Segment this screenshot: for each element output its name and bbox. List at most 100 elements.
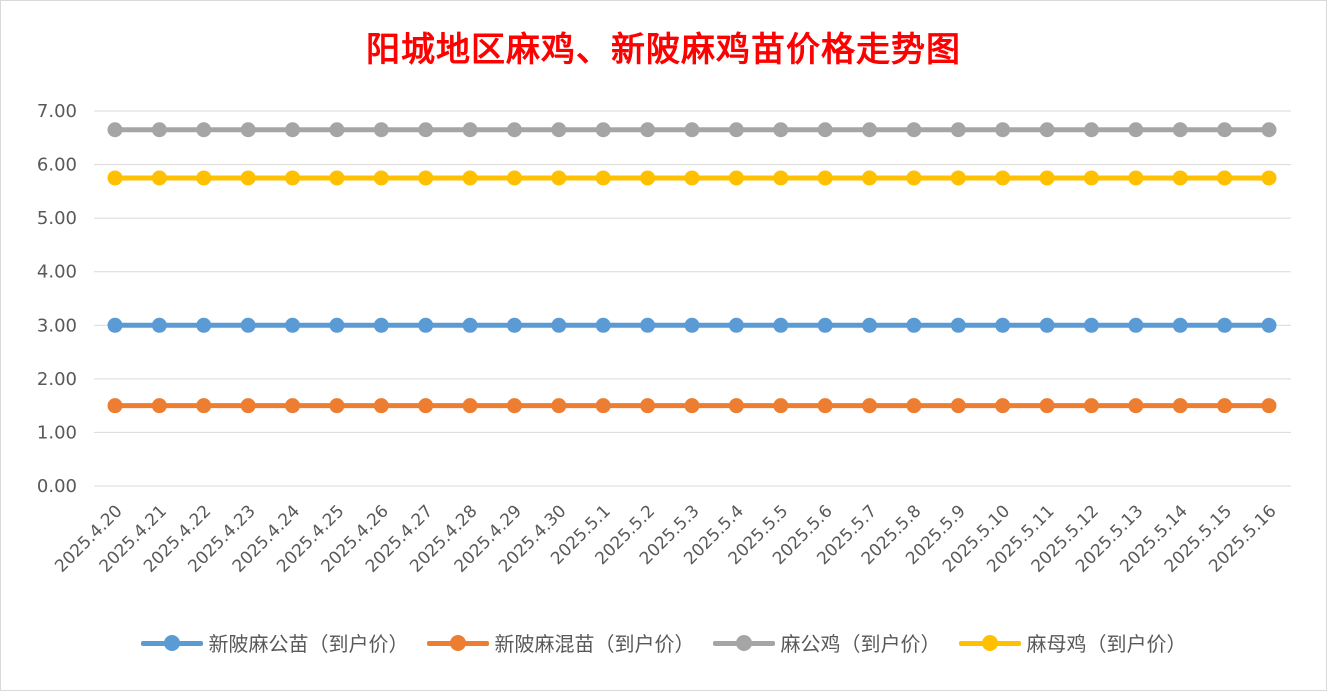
data-point xyxy=(1172,170,1188,186)
data-point xyxy=(1172,398,1188,414)
data-point xyxy=(1217,317,1233,333)
series-layer xyxy=(107,122,1277,414)
data-point xyxy=(1217,122,1233,138)
data-point xyxy=(862,170,878,186)
data-point xyxy=(684,170,700,186)
gridlines xyxy=(94,110,1291,487)
data-point xyxy=(329,398,345,414)
y-tick-label: 6.00 xyxy=(37,155,77,176)
data-point xyxy=(1083,398,1099,414)
data-point xyxy=(1128,170,1144,186)
data-point xyxy=(1083,317,1099,333)
data-point xyxy=(862,398,878,414)
data-point xyxy=(640,122,656,138)
data-point xyxy=(151,122,167,138)
chart-title: 阳城地区麻鸡、新陂麻鸡苗价格走势图 xyxy=(366,30,961,70)
data-point xyxy=(950,122,966,138)
data-point xyxy=(1039,398,1055,414)
data-point xyxy=(285,122,301,138)
data-point xyxy=(640,170,656,186)
y-tick-label: 5.00 xyxy=(37,208,77,229)
data-point xyxy=(1083,122,1099,138)
data-point xyxy=(817,170,833,186)
data-point xyxy=(240,170,256,186)
data-point xyxy=(728,398,744,414)
data-point xyxy=(862,317,878,333)
data-point xyxy=(285,317,301,333)
data-point xyxy=(329,122,345,138)
data-point xyxy=(595,170,611,186)
data-point xyxy=(1261,122,1277,138)
data-point xyxy=(773,317,789,333)
data-point xyxy=(1172,317,1188,333)
data-point xyxy=(107,122,123,138)
legend-item: 麻母鸡（到户价） xyxy=(958,628,1187,657)
data-point xyxy=(462,170,478,186)
data-point xyxy=(1261,317,1277,333)
data-point xyxy=(1128,398,1144,414)
data-point xyxy=(728,170,744,186)
data-point xyxy=(373,317,389,333)
data-point xyxy=(1261,170,1277,186)
data-point xyxy=(817,398,833,414)
data-point xyxy=(995,170,1011,186)
data-point xyxy=(640,317,656,333)
data-point xyxy=(595,122,611,138)
data-point xyxy=(551,170,567,186)
data-point xyxy=(506,398,522,414)
legend-item: 新陂麻公苗（到户价） xyxy=(140,628,409,657)
data-point xyxy=(995,122,1011,138)
data-point xyxy=(551,122,567,138)
legend-label: 新陂麻公苗（到户价） xyxy=(208,632,409,656)
data-point xyxy=(906,122,922,138)
series-4 xyxy=(107,170,1277,186)
data-point xyxy=(373,122,389,138)
data-point xyxy=(684,122,700,138)
series-2 xyxy=(107,398,1277,414)
legend-item: 新陂麻混苗（到户价） xyxy=(426,628,695,657)
data-point xyxy=(196,122,212,138)
data-point xyxy=(551,317,567,333)
data-point xyxy=(862,122,878,138)
legend-label: 新陂麻混苗（到户价） xyxy=(494,632,695,656)
data-point xyxy=(1261,398,1277,414)
legend-label: 麻公鸡（到户价） xyxy=(780,632,941,656)
data-point xyxy=(773,122,789,138)
data-point xyxy=(506,122,522,138)
data-point xyxy=(151,398,167,414)
data-point xyxy=(1039,317,1055,333)
data-point xyxy=(906,398,922,414)
data-point xyxy=(684,317,700,333)
series-1 xyxy=(107,317,1277,333)
y-tick-label: 2.00 xyxy=(37,369,77,390)
data-point xyxy=(462,398,478,414)
data-point xyxy=(950,398,966,414)
data-point xyxy=(684,398,700,414)
data-point xyxy=(595,398,611,414)
data-point xyxy=(107,317,123,333)
data-point xyxy=(817,122,833,138)
data-point xyxy=(418,122,434,138)
data-point xyxy=(1083,170,1099,186)
data-point xyxy=(151,170,167,186)
y-tick-label: 4.00 xyxy=(37,262,77,283)
data-point xyxy=(995,398,1011,414)
data-point xyxy=(506,317,522,333)
data-point xyxy=(329,317,345,333)
data-point xyxy=(285,170,301,186)
legend-swatch xyxy=(712,633,775,653)
legend-swatch xyxy=(140,633,203,653)
data-point xyxy=(418,170,434,186)
data-point xyxy=(1039,122,1055,138)
data-point xyxy=(995,317,1011,333)
data-point xyxy=(1172,122,1188,138)
data-point xyxy=(773,398,789,414)
y-tick-label: 7.00 xyxy=(37,101,77,122)
data-point xyxy=(1128,122,1144,138)
data-point xyxy=(1039,170,1055,186)
data-point xyxy=(906,170,922,186)
data-point xyxy=(240,122,256,138)
y-tick-label: 0.00 xyxy=(37,476,77,497)
